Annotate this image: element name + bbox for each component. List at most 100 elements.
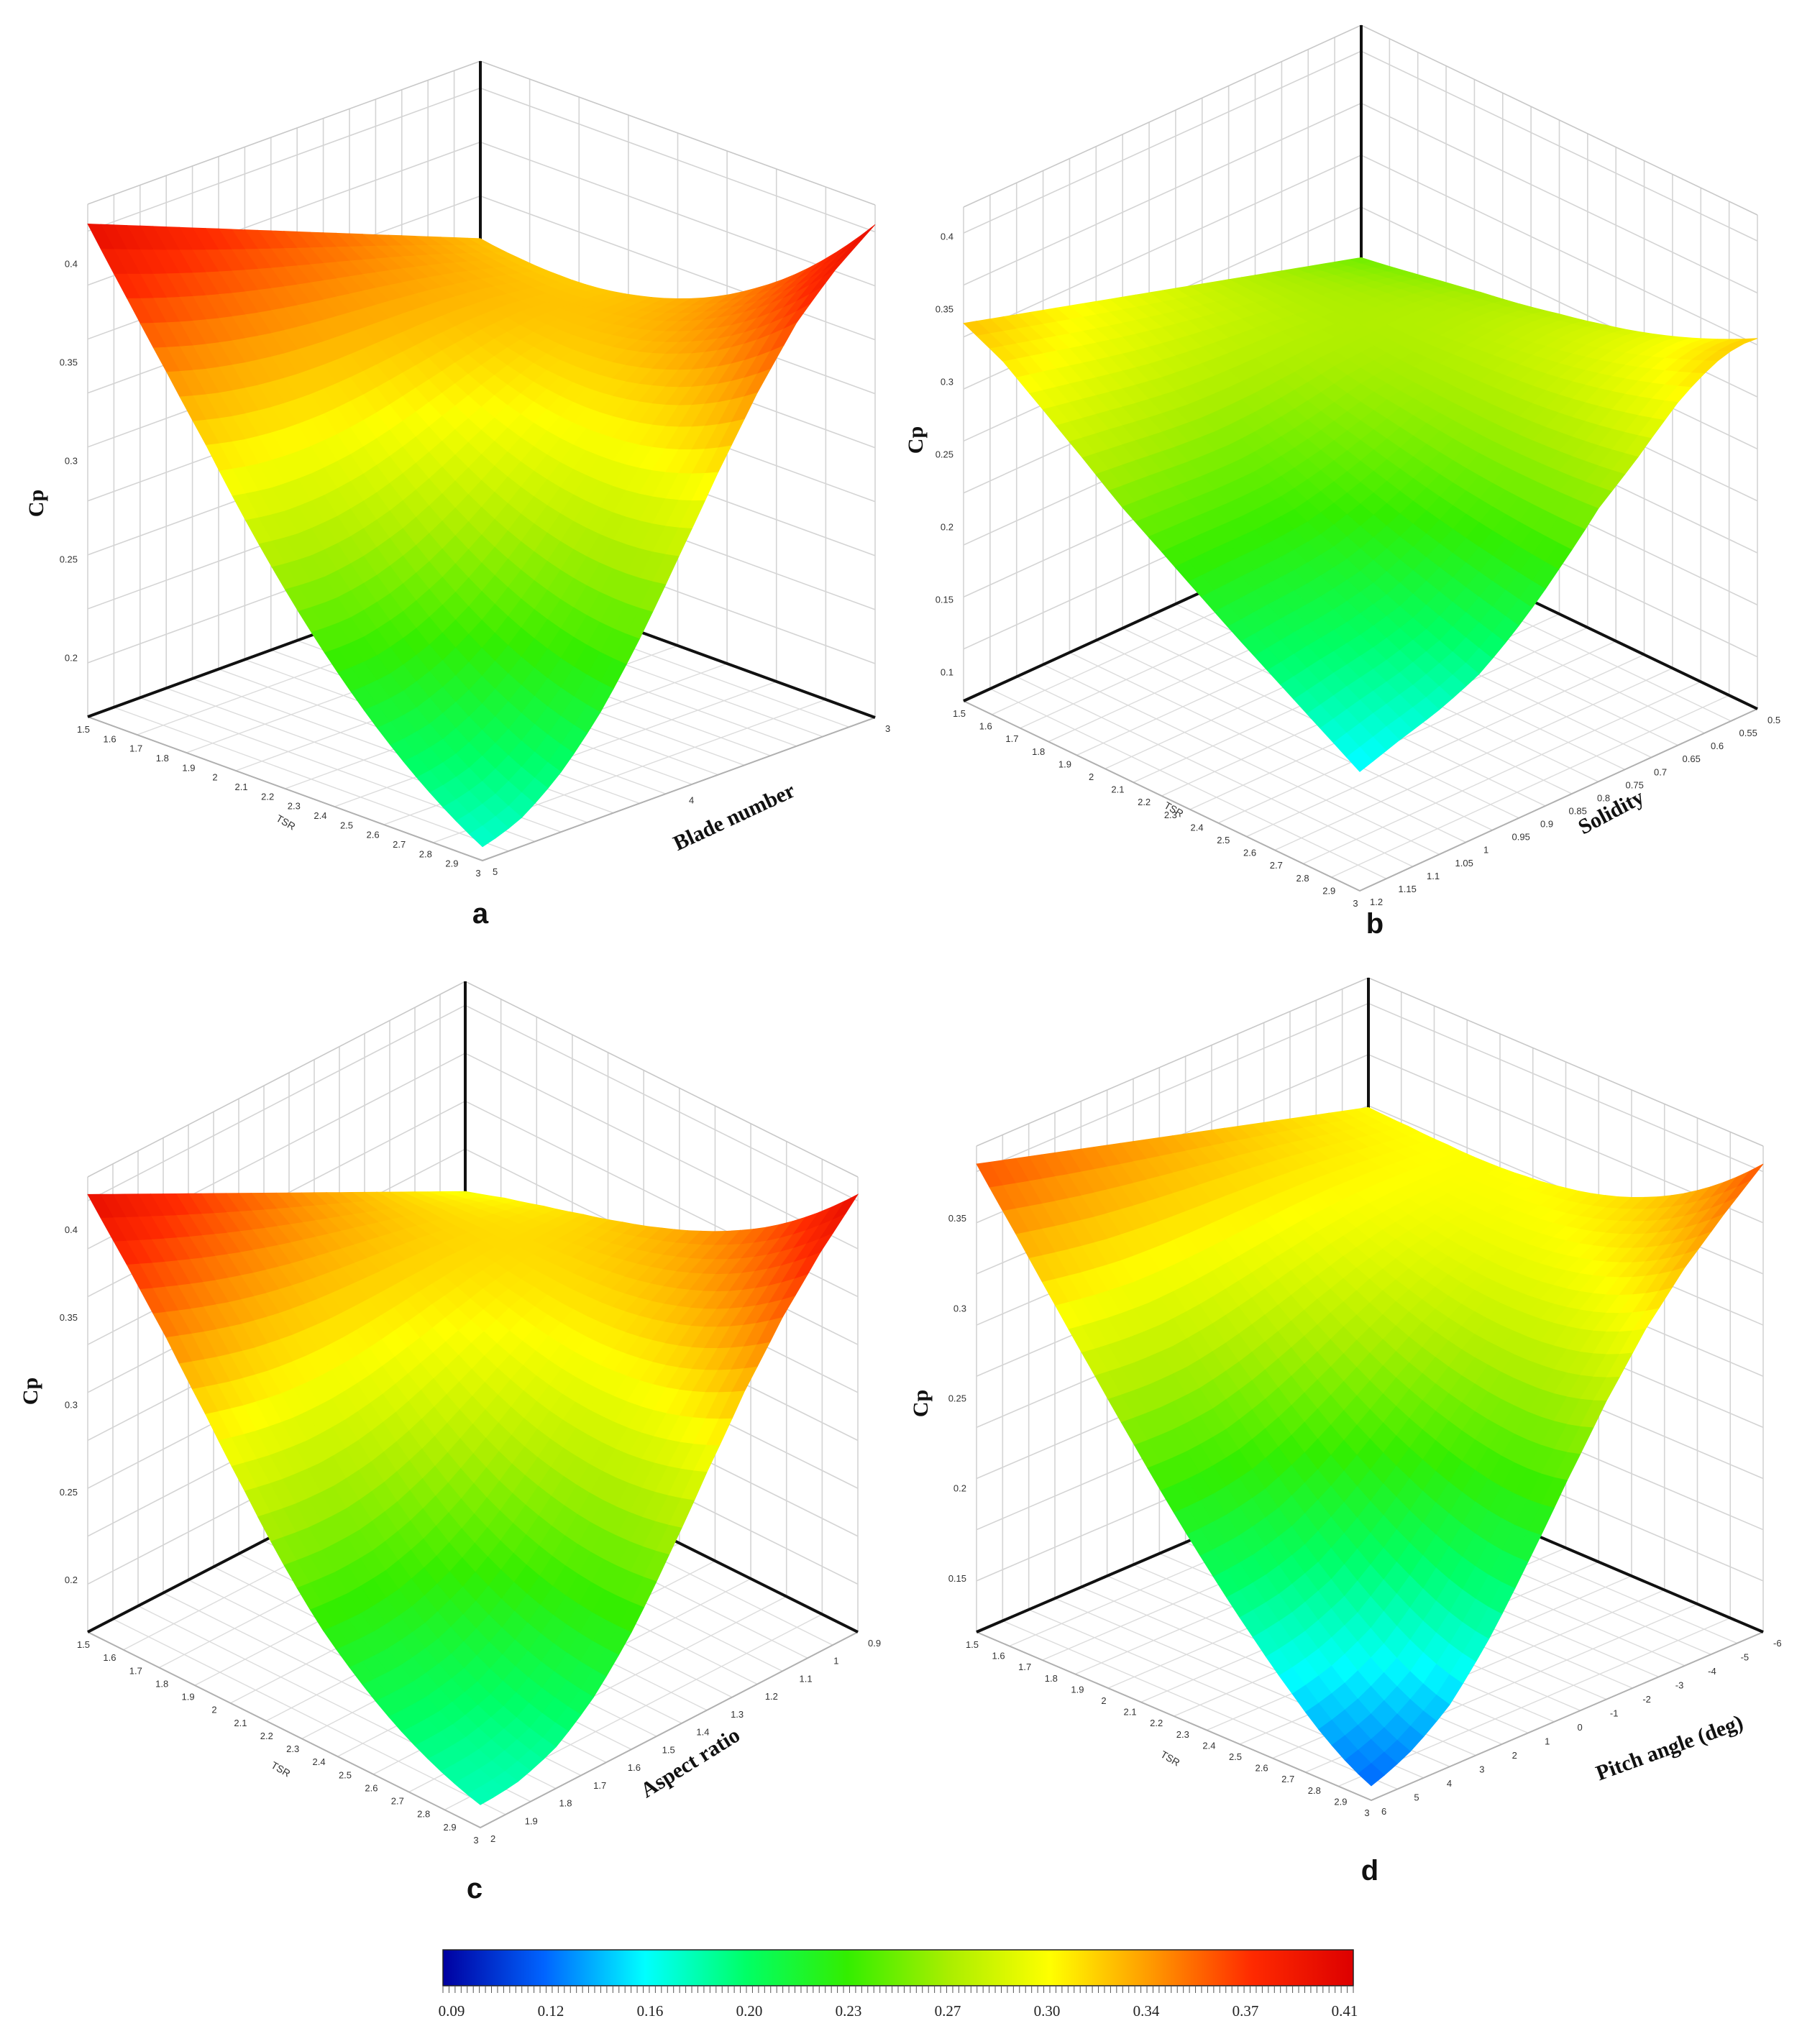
- x-tick-label: 1.8: [1032, 746, 1045, 757]
- y-tick-label: 3: [1479, 1764, 1484, 1775]
- x-tick-label: 1.8: [1045, 1673, 1058, 1684]
- y-tick-label: 1.7: [593, 1780, 606, 1791]
- y-tick-label: 1.15: [1399, 884, 1417, 894]
- x-tick-label: 2.4: [314, 810, 326, 821]
- y-tick-label: -2: [1642, 1694, 1651, 1705]
- z-tick-label: 0.3: [941, 376, 953, 387]
- surface-cell: [469, 825, 496, 848]
- y-tick-label: 1.1: [800, 1673, 813, 1684]
- x-axis-title: TSR: [274, 812, 297, 833]
- wall-gridline: [480, 195, 876, 341]
- x-tick-label: 2.7: [393, 839, 406, 850]
- colorbar-tick-label: 0.23: [836, 2002, 862, 2020]
- floor-gridline: [1337, 1617, 1731, 1787]
- z-tick-label: 0.2: [65, 1575, 78, 1585]
- x-ticks: 1.5 1.6 1.7 1.8 1.9 2 2.1 2.2 2.3 2.4 2.5 2.6 2.7 2.8…: [966, 1639, 1370, 1818]
- colorbar-tick-label: 0.16: [637, 2002, 664, 2020]
- y-tick-label: 1: [1545, 1736, 1550, 1747]
- chart-panel-d: 0.15 0.2 0.25 0.3 0.35 1.5 1.6 1.7 1.8 1.9 2 2.1 2.2…: [909, 977, 1782, 1887]
- y-tick-label: -4: [1708, 1666, 1716, 1677]
- x-tick-label: 2.5: [1217, 835, 1230, 845]
- x-tick-label: 3: [1364, 1807, 1369, 1818]
- colorbar-tick-label: 0.12: [538, 2002, 564, 2020]
- colorbar-gradient: [442, 1949, 1354, 1986]
- x-tick-label: 2.6: [1243, 848, 1256, 858]
- z-tick-label: 0.25: [936, 449, 953, 460]
- y-tick-label: 0.5: [1767, 715, 1780, 725]
- z-tick-label: 0.15: [948, 1573, 966, 1584]
- y-tick-label: 1.2: [765, 1691, 778, 1702]
- x-tick-label: 2.9: [444, 1822, 457, 1833]
- y-tick-label: -3: [1675, 1680, 1684, 1691]
- y-tick-label: 0.95: [1512, 832, 1530, 843]
- z-tick-label: 0.3: [65, 1400, 78, 1411]
- x-tick-label: 1.9: [182, 762, 195, 773]
- surface: [87, 223, 876, 848]
- wall-gridline: [1360, 155, 1758, 346]
- z-axis-title: Cp: [904, 426, 928, 454]
- x-tick-label: 2.8: [1296, 873, 1309, 884]
- y-tick-label: 1.4: [696, 1727, 709, 1738]
- z-tick-label: 0.25: [60, 1487, 78, 1498]
- x-tick-label: 2.3: [1176, 1729, 1189, 1740]
- y-tick-label: 1: [1483, 845, 1488, 856]
- x-tick-label: 2.9: [1322, 885, 1335, 896]
- y-axis-title: Pitch angle (deg): [1593, 1710, 1746, 1786]
- z-tick-label: 0.35: [936, 303, 953, 314]
- floor-gridline: [112, 1618, 506, 1815]
- y-tick-label: 1.5: [662, 1744, 675, 1755]
- x-tick-label: 1.6: [979, 721, 992, 732]
- colorbar-tick-label: 0.41: [1332, 2002, 1358, 2020]
- surface-cell: [1346, 746, 1373, 772]
- colorbar-tick-label: 0.20: [736, 2002, 763, 2020]
- x-tick-label: 2.1: [234, 1718, 247, 1728]
- y-tick-label: 2: [1512, 1750, 1517, 1761]
- colorbar-tick-label: 0.34: [1133, 2002, 1160, 2020]
- x-tick-label: 3: [475, 868, 480, 879]
- x-tick-label: 1.9: [1071, 1684, 1084, 1695]
- z-axis-title: Cp: [19, 1378, 42, 1405]
- z-tick-label: 0.2: [65, 653, 78, 664]
- x-tick-label: 1.7: [1018, 1662, 1031, 1672]
- y-axis-title: Blade number: [669, 779, 798, 856]
- x-tick-label: 1.5: [966, 1639, 979, 1650]
- wall-gridline: [963, 102, 1362, 286]
- floor-gridline: [1246, 654, 1645, 838]
- panel-letter: b: [1366, 908, 1383, 940]
- y-tick-label: 1.2: [1370, 897, 1383, 907]
- x-axis-title: TSR: [269, 1759, 292, 1779]
- surface-cell: [467, 1787, 494, 1805]
- x-tick-label: 2.6: [365, 1782, 378, 1793]
- x-ticks: 1.5 1.6 1.7 1.8 1.9 2 2.1 2.2 2.3 2.4 2.5 2.6 2.7 2.8…: [77, 724, 481, 879]
- x-tick-label: 1.5: [77, 724, 90, 735]
- x-tick-label: 2.7: [1270, 860, 1283, 871]
- colorbar: 0.09 0.12 0.16 0.20 0.23 0.27 0.30 0.34 0.37 0.41: [439, 1949, 1358, 2020]
- y-tick-label: 0.7: [1654, 766, 1667, 777]
- wall-gridline: [480, 141, 876, 287]
- wall-gridline: [1360, 102, 1758, 294]
- chart-panel-b: 0.1 0.15 0.2 0.25 0.3 0.35 0.4 1.5 1.6 1.7 1.8 1.9 2…: [904, 24, 1780, 940]
- floor-edge: [963, 700, 1758, 892]
- z-tick-label: 0.3: [65, 456, 78, 467]
- panel-letter: c: [467, 1873, 482, 1905]
- y-tick-label: 2: [490, 1833, 495, 1844]
- y-tick-label: 1.3: [731, 1709, 744, 1720]
- x-tick-label: 1.9: [1058, 759, 1071, 769]
- z-tick-label: 0.4: [65, 1224, 78, 1235]
- y-ticks: 5 4 3: [493, 723, 890, 877]
- y-tick-label: 0.85: [1569, 806, 1587, 817]
- surface-cell: [1358, 1763, 1385, 1787]
- x-tick-label: 3: [1353, 898, 1358, 909]
- z-ticks: 0.2 0.25 0.3 0.35 0.4: [60, 258, 78, 663]
- colorbar-tick-label: 0.09: [439, 2002, 465, 2020]
- panel-letter: d: [1361, 1855, 1378, 1887]
- wall-gridline: [963, 50, 1362, 234]
- colorbar-tick-label: 0.27: [935, 2002, 961, 2020]
- x-tick-label: 2.5: [340, 820, 353, 830]
- y-tick-label: 1: [833, 1656, 838, 1667]
- z-tick-label: 0.1: [941, 667, 953, 678]
- x-tick-label: 1.7: [129, 743, 142, 754]
- x-tick-label: 2.3: [288, 801, 301, 812]
- y-tick-label: 0.55: [1739, 728, 1757, 738]
- y-tick-label: 5: [1414, 1792, 1419, 1803]
